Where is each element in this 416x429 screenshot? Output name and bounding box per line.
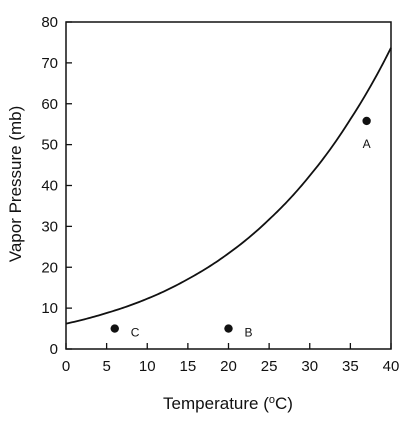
y-tick-label: 10 bbox=[41, 300, 58, 317]
data-point-label-a: A bbox=[363, 137, 371, 151]
y-axis-ticks: 0 10 20 30 40 50 60 70 80 bbox=[41, 14, 72, 358]
y-tick-label: 0 bbox=[50, 341, 58, 358]
x-tick-label: 35 bbox=[342, 358, 359, 375]
x-axis-title-superscript: o bbox=[269, 394, 275, 406]
y-tick-label: 20 bbox=[41, 259, 58, 276]
data-point-b bbox=[224, 324, 233, 333]
y-tick-label: 30 bbox=[41, 218, 58, 235]
x-tick-label: 10 bbox=[139, 358, 156, 375]
x-tick-label: 25 bbox=[261, 358, 278, 375]
y-tick-label: 50 bbox=[41, 137, 58, 154]
x-tick-label: 30 bbox=[301, 358, 318, 375]
vapor-pressure-curve-layer bbox=[65, 47, 392, 325]
x-tick-label: 40 bbox=[383, 358, 400, 375]
x-axis-title: Temperature (oC) bbox=[163, 394, 293, 413]
y-axis-title: Vapor Pressure (mb) bbox=[6, 106, 25, 263]
data-point-label-b: B bbox=[245, 326, 253, 340]
data-point-c bbox=[110, 324, 119, 333]
data-points-layer: A B C bbox=[110, 116, 371, 340]
data-point-label-c: C bbox=[131, 326, 140, 340]
y-tick-label: 70 bbox=[41, 55, 58, 72]
saturation-vapor-pressure-curve bbox=[65, 47, 392, 325]
y-tick-label: 60 bbox=[41, 96, 58, 113]
x-tick-label: 0 bbox=[62, 358, 70, 375]
data-point-a bbox=[362, 116, 371, 126]
x-tick-label: 15 bbox=[180, 358, 197, 375]
plot-area bbox=[65, 21, 392, 350]
x-tick-label: 20 bbox=[220, 358, 237, 375]
plot-frame bbox=[65, 21, 392, 350]
x-axis-ticks: 0 5 10 15 20 25 30 35 40 bbox=[62, 343, 400, 375]
y-tick-label: 80 bbox=[41, 14, 58, 31]
y-tick-label: 40 bbox=[41, 178, 58, 195]
x-tick-label: 5 bbox=[102, 358, 110, 375]
